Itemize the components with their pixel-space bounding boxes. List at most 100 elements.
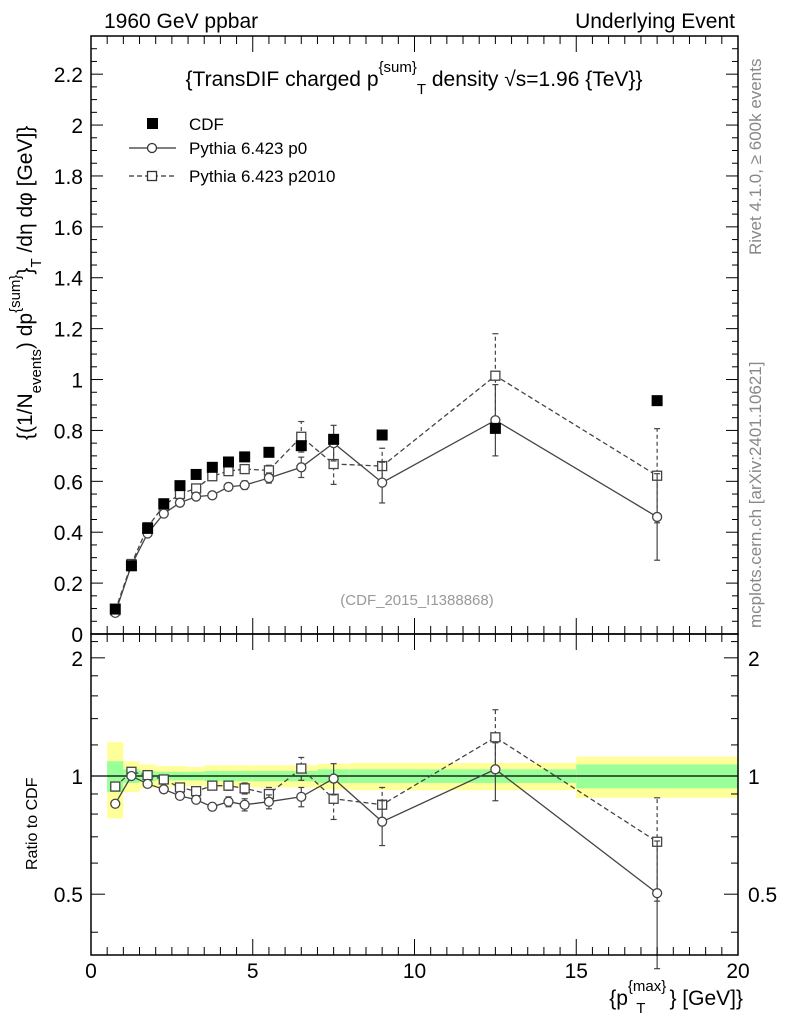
main-ylabel-sub2: T	[28, 258, 45, 267]
main-ylabel-sub1: events	[28, 349, 45, 393]
ratio-p0-point	[126, 770, 137, 782]
cdf-point	[190, 468, 202, 480]
p0-point	[190, 491, 202, 502]
ratio-p2010-point	[190, 786, 202, 797]
cdf-point	[295, 440, 307, 452]
cdf-point	[158, 498, 170, 510]
main-ytick-label: 2	[71, 115, 83, 138]
ratio-ytick-label-right: 0.5	[748, 884, 777, 907]
ratio-p2010-point	[207, 780, 218, 791]
cdf-point	[206, 461, 218, 473]
ratio-xtick-label: 0	[85, 960, 97, 983]
main-yticks: 0 0.2 0.4 0.6 0.8 1 1.2 1.4 1.6 1.8 2 2.2	[54, 35, 739, 647]
ratio-p0-point	[376, 816, 388, 827]
main-ytick-label: 1.2	[54, 319, 83, 342]
cdf-point	[109, 603, 121, 615]
p0-point	[207, 490, 218, 501]
ratio-xlabel: {p{max} T} [GeV]}	[609, 978, 743, 1017]
legend-p2010-marker	[146, 170, 158, 182]
legend-p0-label: Pythia 6.423 p0	[189, 139, 307, 158]
main-ylabel: {(1/Nevents) dp{sum}}T /dη dφ [GeV]}	[7, 126, 45, 440]
cdf-point	[239, 451, 251, 463]
p2010-point	[296, 431, 307, 442]
ratio-p2010-point	[110, 781, 121, 792]
cdf-point	[489, 422, 501, 434]
ratio-ytick-label-left: 1	[71, 766, 83, 789]
legend-p0-marker	[146, 142, 158, 154]
legend-cdf-marker	[147, 118, 158, 129]
main-ylabel-part-d: /dη dφ [GeV]}	[14, 126, 37, 259]
cdf-point	[263, 446, 275, 458]
ratio-xtick-label: 10	[403, 960, 426, 983]
legend-p2010-label: Pythia 6.423 p2010	[189, 167, 336, 186]
main-bands-layer	[109, 333, 663, 619]
cdf-point	[376, 429, 388, 441]
ratio-p0-point	[328, 773, 339, 784]
legend: CDF Pythia 6.423 p0 Pythia 6.423 p2010	[129, 115, 336, 186]
main-title-part-a: {TransDIF charged p	[186, 68, 379, 91]
main-ytick-label: 0	[71, 624, 83, 647]
ratio-p2010-point	[158, 774, 169, 785]
p2010-point	[207, 471, 218, 482]
mcplots-credit-label: mcplots.cern.ch [arXiv:2401.10621]	[746, 362, 765, 628]
ratio-p2010-point	[239, 783, 250, 794]
main-ytick-label: 1.6	[54, 217, 83, 240]
main-title-sub: T	[417, 81, 426, 98]
ratio-ytick-label-right: 2	[748, 648, 760, 671]
p0-point	[263, 472, 275, 484]
ratio-p2010-point	[328, 793, 339, 804]
p2010-point	[490, 370, 501, 381]
ratio-p0-point	[110, 798, 121, 809]
cdf-point	[125, 560, 137, 572]
ratio-xlabel-part-a: {p	[609, 987, 628, 1010]
ratio-xtick-label: 20	[726, 960, 749, 983]
ratio-p2010-point	[490, 732, 501, 743]
ratio-p2010-point	[174, 782, 186, 793]
main-title-sup: {sum}	[379, 59, 417, 76]
main-ytick-label: 1	[71, 370, 83, 393]
ratio-p0-point	[651, 888, 663, 899]
ratio-p0-point	[296, 791, 307, 802]
ratio-p2010-point	[296, 763, 307, 774]
cdf-point	[328, 433, 340, 445]
ratio-p0-point	[223, 796, 234, 807]
ratio-p0-point	[158, 784, 169, 795]
ratio-xtick-label: 5	[247, 960, 259, 983]
main-panel: 0 0.2 0.4 0.6 0.8 1 1.2 1.4 1.6 1.8 2 2.2 {TransDIF…	[7, 35, 739, 647]
ratio-panel: 0.5 0.51 12 20 5 10 15 20 Ratio to CDF {p{max} T…	[24, 633, 777, 1017]
main-ytick-label: 0.2	[54, 573, 83, 596]
cdf-point	[142, 522, 154, 534]
cdf-point	[222, 456, 234, 468]
ratio-ylabel: Ratio to CDF	[24, 777, 41, 870]
p0-point	[223, 481, 234, 493]
p2010-point	[223, 465, 234, 477]
ratio-p0-point	[174, 790, 186, 802]
legend-cdf-label: CDF	[189, 115, 224, 134]
ratio-ytick-label-left: 2	[71, 648, 83, 671]
main-ytick-label: 0.6	[54, 471, 83, 494]
cdf-point	[651, 395, 663, 407]
main-ylabel-sup: {sum}	[7, 275, 24, 313]
ratio-xlabel-sub: T	[636, 1000, 645, 1017]
ratio-ticks: 0.5 0.51 12 20 5 10 15 20	[54, 634, 777, 983]
ratio-p2010-point	[223, 780, 234, 791]
p0-line	[114, 419, 658, 614]
main-ytick-label: 0.8	[54, 420, 83, 443]
ratio-ytick-label-left: 0.5	[54, 884, 83, 907]
ratio-xlabel-part-b: } [GeV]}	[669, 987, 743, 1010]
main-ytick-label: 0.4	[54, 522, 84, 545]
ratio-layer	[91, 709, 738, 970]
header-event-type-label: Underlying Event	[575, 10, 735, 33]
ratio-p0-point	[490, 764, 501, 775]
header-collision-label: 1960 GeV ppbar	[104, 10, 258, 33]
main-ytick-label: 1.4	[54, 268, 84, 291]
ratio-ytick-label-right: 1	[748, 766, 760, 789]
ratio-xtick-label: 15	[565, 960, 588, 983]
ratio-p0-point	[190, 794, 202, 805]
main-ytick-label: 1.8	[54, 166, 83, 189]
main-ytick-label: 2.2	[54, 64, 83, 87]
main-title-part-b: density √s=1.96 {TeV}}	[426, 68, 642, 91]
analysis-id-label: (CDF_2015_I1388868)	[340, 592, 493, 609]
p0-point	[239, 479, 250, 491]
